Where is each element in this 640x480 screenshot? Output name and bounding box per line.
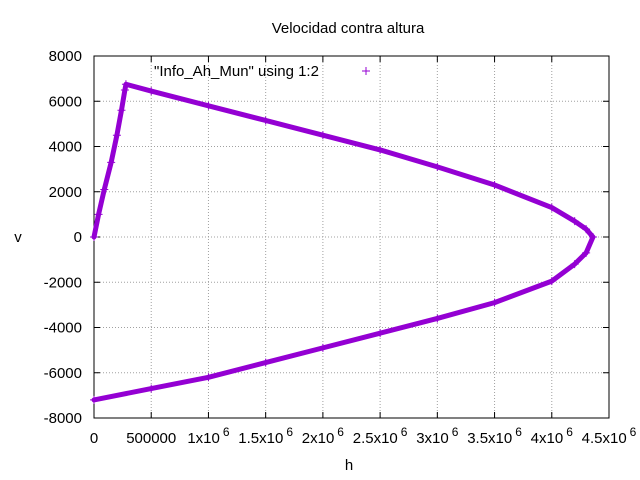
series-point <box>376 329 385 338</box>
x-tick-label: 2.5x10 6 <box>353 425 408 447</box>
series-point <box>582 248 591 257</box>
y-tick-label: 8000 <box>49 48 82 65</box>
series-point <box>547 277 556 286</box>
series-point <box>318 131 327 140</box>
y-axis-ticks: -8000 -6000 -4000 -2000 0 2000 4000 6000 8000 <box>44 48 609 427</box>
series-point <box>547 203 556 212</box>
x-tick-label: 3.5x10 6 <box>467 425 522 447</box>
x-tick-label: 3x10 6 <box>416 425 459 447</box>
series-point <box>570 217 579 226</box>
series-point <box>117 106 126 115</box>
y-tick-label: -4000 <box>44 320 82 337</box>
x-tick-label: 4x10 6 <box>531 425 574 447</box>
series-point <box>433 162 442 171</box>
series-point <box>147 87 156 96</box>
x-tick-label: 1x10 6 <box>187 425 230 447</box>
x-tick-label: 500000 <box>126 430 176 447</box>
y-axis-label: v <box>14 229 22 246</box>
series-point <box>376 145 385 154</box>
series-points <box>90 80 597 404</box>
series-point <box>582 225 591 234</box>
grid <box>94 56 609 418</box>
legend-marker <box>362 67 370 75</box>
series-point <box>261 116 270 125</box>
series-point <box>147 384 156 393</box>
y-tick-label: -6000 <box>44 365 82 382</box>
x-axis-ticks: 0 500000 1x10 6 1.5x10 6 2x10 6 2.5x10 6 3x10 6 3.5x… <box>90 56 637 447</box>
series-point <box>588 233 597 241</box>
series-point <box>204 101 213 110</box>
legend-label: "Info_Ah_Mun" using 1:2 <box>154 63 319 80</box>
y-tick-label: 2000 <box>49 184 82 201</box>
series-point <box>120 85 129 94</box>
series-point <box>112 131 121 140</box>
series-point <box>94 210 103 219</box>
y-tick-label: -2000 <box>44 274 82 291</box>
series-point <box>261 358 270 367</box>
series-point <box>121 80 130 89</box>
y-tick-label: 0 <box>74 229 82 246</box>
series-trajectory <box>91 81 596 403</box>
series-point <box>433 314 442 323</box>
y-tick-label: 4000 <box>49 139 82 156</box>
series-point <box>490 298 499 307</box>
chart-title: Velocidad contra altura <box>272 20 425 37</box>
legend: "Info_Ah_Mun" using 1:2 <box>154 63 370 80</box>
series-point <box>90 233 98 241</box>
series-point <box>107 158 116 167</box>
x-tick-label: 1.5x10 6 <box>238 425 293 447</box>
x-tick-label: 2x10 6 <box>302 425 345 447</box>
series-point <box>318 343 327 352</box>
series-point <box>100 185 109 194</box>
series-point <box>490 180 499 189</box>
x-axis-label: h <box>345 457 353 474</box>
legend-plus-icon <box>362 67 370 75</box>
x-tick-label: 0 <box>90 430 98 447</box>
y-tick-label: -8000 <box>44 410 82 427</box>
series-point <box>570 260 579 269</box>
x-tick-label: 4.5x10 6 <box>582 425 637 447</box>
plot-frame <box>93 55 610 419</box>
series-point <box>90 395 98 404</box>
y-tick-label: 6000 <box>49 93 82 110</box>
series-point <box>204 373 213 382</box>
